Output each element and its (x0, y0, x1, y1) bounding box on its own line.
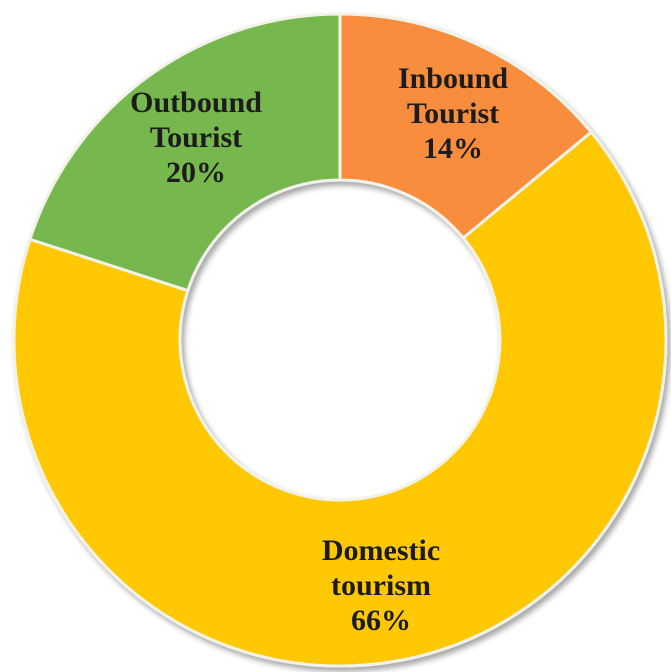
slice-outbound (28, 12, 342, 293)
label-outbound: Outbound Tourist 20% (130, 86, 262, 189)
label-inbound-line-2: 14% (423, 132, 483, 165)
label-domestic-line-0: Domestic (322, 534, 440, 567)
donut-slices (12, 12, 668, 668)
label-inbound-line-1: Tourist (407, 97, 499, 130)
slice-labels: Inbound Tourist 14%Domestic tourism 66%Outbo… (130, 62, 508, 637)
label-outbound-line-1: Tourist (150, 121, 242, 154)
slice-domestic (12, 130, 668, 668)
label-domestic-line-1: tourism (331, 569, 431, 602)
label-domestic-line-2: 66% (351, 604, 411, 637)
slice-inbound (338, 12, 594, 241)
label-outbound-line-0: Outbound (130, 86, 262, 119)
label-outbound-line-2: 20% (166, 156, 226, 189)
label-domestic: Domestic tourism 66% (322, 534, 440, 637)
label-inbound-line-0: Inbound (398, 62, 508, 95)
label-inbound: Inbound Tourist 14% (398, 62, 508, 165)
